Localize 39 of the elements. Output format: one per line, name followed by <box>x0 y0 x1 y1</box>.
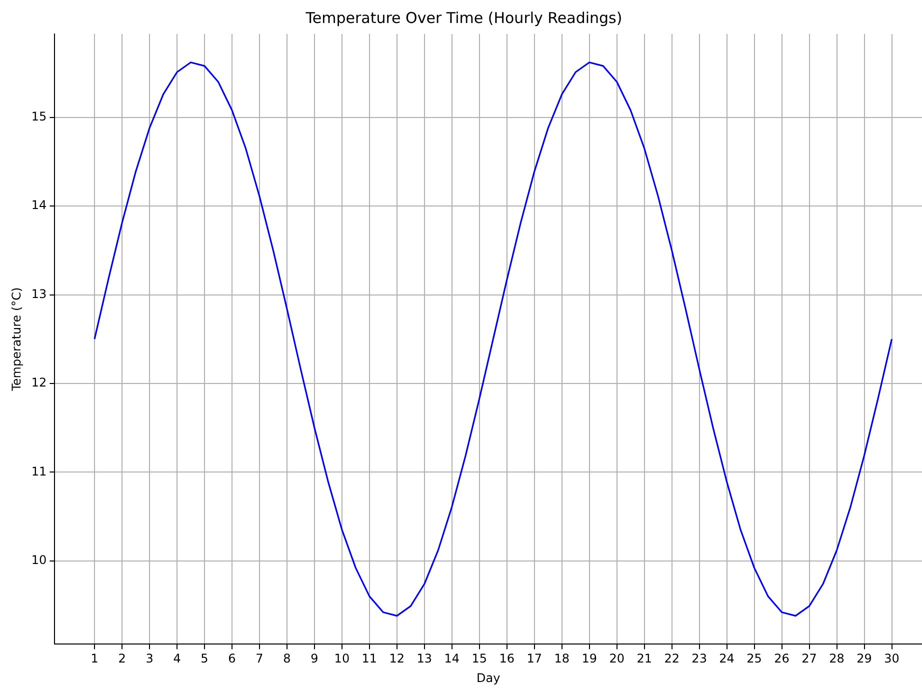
x-tick-label: 28 <box>829 652 844 666</box>
x-tick-label: 30 <box>884 652 900 666</box>
x-tick-label: 6 <box>228 652 236 666</box>
x-tick-label: 24 <box>719 652 734 666</box>
y-tick-label: 11 <box>31 464 47 478</box>
x-tick-label: 2 <box>118 652 126 666</box>
x-tick-label: 29 <box>856 652 872 666</box>
x-tick-label: 26 <box>774 652 790 666</box>
x-tick-label: 19 <box>582 652 598 666</box>
x-tick-label: 25 <box>746 652 762 666</box>
x-tick-label: 8 <box>283 652 291 666</box>
x-tick-label: 4 <box>173 652 181 666</box>
y-axis-title: Temperature (°C) <box>9 287 24 392</box>
x-tick-label: 15 <box>472 652 488 666</box>
x-tick-label: 5 <box>200 652 208 666</box>
x-tick-label: 20 <box>609 652 624 666</box>
x-tick-label: 1 <box>90 652 98 666</box>
x-tick-label: 23 <box>692 652 707 666</box>
y-tick-label: 14 <box>31 198 47 212</box>
x-tick-label: 3 <box>146 652 154 666</box>
x-tick-label: 18 <box>554 652 570 666</box>
y-tick-label: 15 <box>31 109 47 124</box>
x-tick-label: 17 <box>526 652 542 666</box>
x-tick-label: 7 <box>256 652 264 666</box>
x-tick-label: 9 <box>310 652 318 666</box>
chart-title: Temperature Over Time (Hourly Readings) <box>304 8 622 27</box>
x-tick-label: 16 <box>499 652 515 666</box>
y-tick-label: 13 <box>31 286 47 301</box>
x-tick-label: 22 <box>664 652 680 666</box>
x-tick-label: 27 <box>802 652 817 666</box>
y-tick-label: 10 <box>31 552 47 567</box>
x-tick-label: 14 <box>444 652 460 666</box>
y-tick-label: 12 <box>31 376 47 390</box>
x-tick-label: 12 <box>389 652 405 666</box>
x-tick-label: 11 <box>362 652 378 666</box>
x-tick-label: 21 <box>636 652 652 666</box>
x-axis-title: Day <box>476 670 500 685</box>
x-tick-label: 10 <box>334 652 350 666</box>
x-tick-label: 13 <box>416 652 432 666</box>
